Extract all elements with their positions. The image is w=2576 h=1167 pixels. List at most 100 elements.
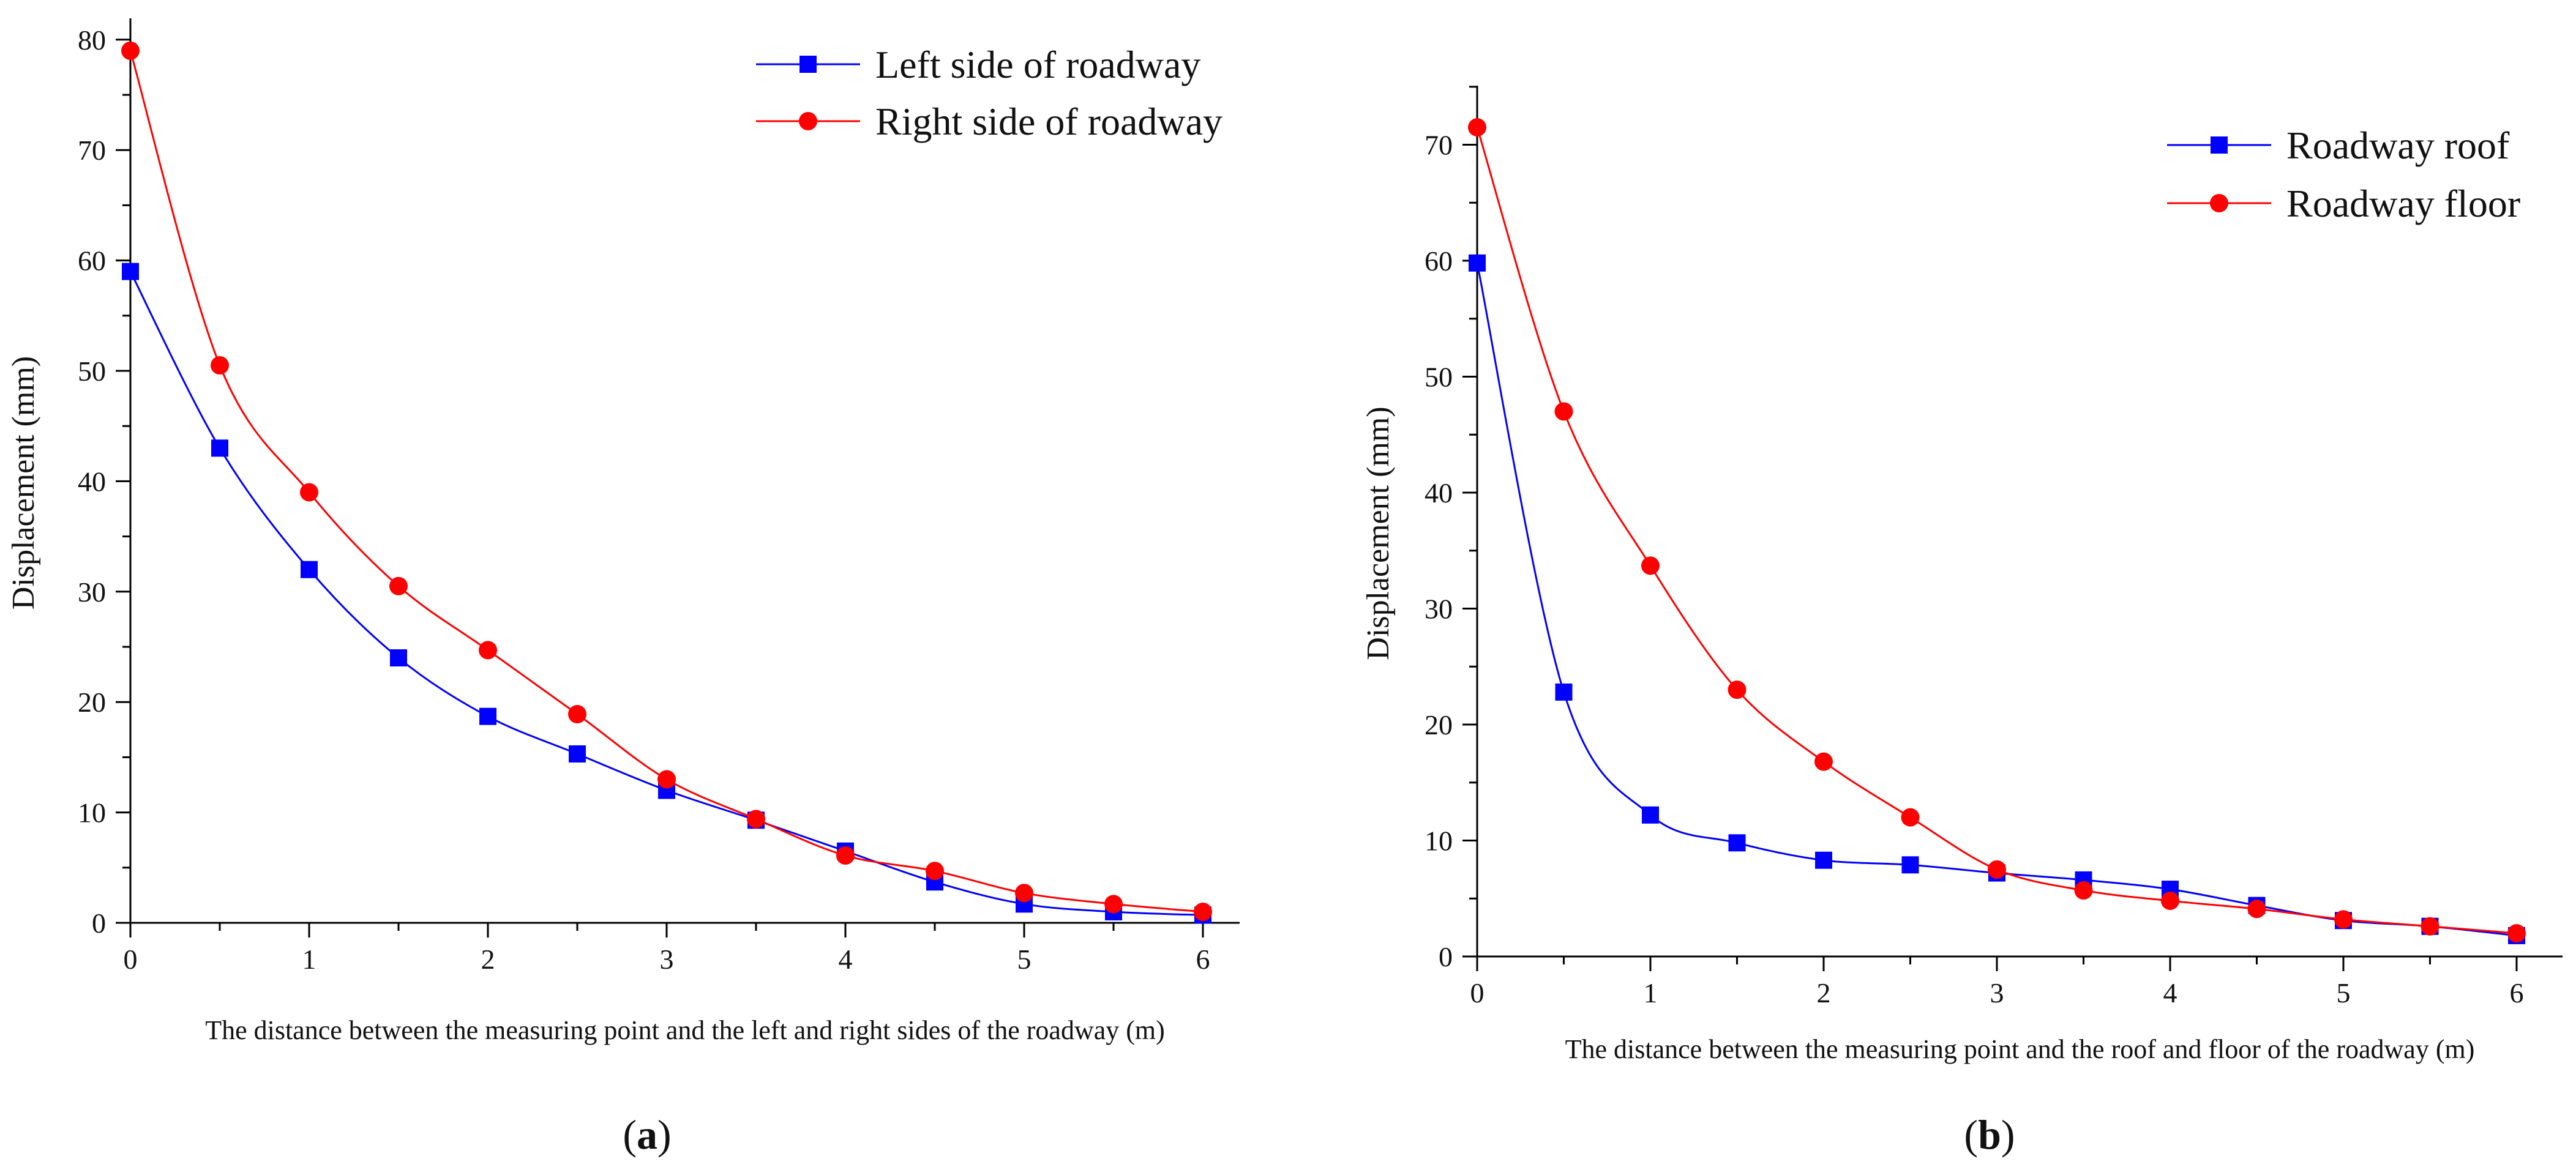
panel-caption: (a)	[623, 1111, 671, 1158]
data-point-square	[1469, 254, 1486, 272]
x-tick-label: 3	[660, 944, 674, 975]
series-0	[1469, 254, 2525, 944]
data-point-square	[390, 649, 407, 667]
data-point-circle	[1554, 402, 1573, 421]
series-line-1	[129, 50, 1204, 913]
data-point-square	[122, 263, 139, 280]
legend-label: Left side of roadway	[875, 43, 1200, 86]
y-tick-label: 10	[1425, 826, 1453, 857]
x-tick-label: 6	[1196, 944, 1210, 975]
y-tick-label: 30	[78, 576, 106, 608]
data-point-circle	[747, 810, 765, 829]
series-line-0	[129, 270, 1204, 916]
series-line-1	[1476, 127, 2517, 934]
y-tick-label: 50	[1425, 362, 1453, 393]
data-point-circle	[2334, 910, 2353, 929]
x-tick-label: 5	[2337, 977, 2351, 1009]
caption-open-paren: (	[1964, 1111, 1978, 1158]
x-tick-label: 5	[1017, 944, 1032, 975]
x-tick-label: 4	[2163, 977, 2177, 1009]
data-point-circle	[2161, 892, 2179, 911]
y-tick-label: 80	[78, 24, 106, 56]
data-point-square	[569, 745, 586, 762]
y-tick-label: 10	[78, 797, 106, 829]
data-point-circle	[1468, 118, 1486, 137]
y-tick-label: 0	[1439, 941, 1453, 972]
x-tick-label: 0	[1470, 977, 1485, 1009]
caption-close-paren: )	[2001, 1111, 2015, 1158]
data-point-square	[1728, 834, 1746, 852]
legend-label: Roadway roof	[2286, 124, 2510, 167]
data-point-circle	[836, 846, 855, 865]
data-point-circle	[2507, 924, 2526, 943]
data-point-circle	[479, 641, 497, 660]
legend-square-icon	[2211, 136, 2228, 154]
legend-circle-icon	[2210, 194, 2228, 212]
legend-square-icon	[799, 56, 817, 73]
y-tick-label: 40	[78, 466, 106, 497]
data-point-square	[211, 439, 228, 457]
data-point-circle	[389, 576, 408, 595]
panel-caption: (b)	[1964, 1111, 2015, 1158]
data-point-circle	[1901, 808, 1920, 827]
y-tick-label: 0	[92, 908, 106, 939]
x-tick-label: 3	[1990, 977, 2004, 1009]
data-point-circle	[1641, 556, 1660, 575]
data-point-circle	[2247, 900, 2266, 919]
y-tick-label: 70	[1425, 130, 1453, 161]
y-tick-label: 30	[1425, 594, 1453, 625]
data-point-circle	[1814, 752, 1833, 771]
data-point-circle	[657, 770, 676, 789]
x-tick-label: 4	[839, 944, 853, 975]
data-point-circle	[926, 862, 944, 881]
data-point-square	[1815, 851, 1832, 869]
series-0	[122, 263, 1211, 924]
data-point-square	[1555, 683, 1573, 701]
y-tick-label: 40	[1425, 477, 1453, 509]
x-tick-label: 6	[2510, 977, 2524, 1009]
data-point-circle	[1988, 860, 2006, 879]
y-tick-label: 20	[1425, 709, 1453, 740]
caption-close-paren: )	[657, 1111, 672, 1158]
y-tick-label: 60	[1425, 245, 1453, 277]
series-1	[121, 41, 1212, 921]
data-point-circle	[121, 41, 140, 60]
caption-letter: b	[1978, 1111, 2001, 1158]
x-tick-label: 2	[1817, 977, 1831, 1009]
data-point-square	[301, 561, 318, 578]
data-point-circle	[2074, 881, 2093, 900]
y-axis-title: Displacement (mm)	[1361, 406, 1396, 660]
x-tick-label: 1	[302, 944, 316, 975]
data-point-square	[479, 707, 496, 725]
x-axis-title: The distance between the measuring point…	[205, 1015, 1165, 1045]
data-point-circle	[2421, 917, 2439, 936]
y-axis-title: Displacement (mm)	[6, 356, 41, 610]
series-1	[1468, 118, 2526, 943]
y-tick-label: 60	[78, 245, 106, 277]
data-point-circle	[568, 705, 586, 724]
x-axis-title: The distance between the measuring point…	[1565, 1034, 2475, 1064]
data-point-square	[1901, 856, 1919, 874]
legend-label: Roadway floor	[2286, 182, 2520, 225]
x-tick-label: 0	[124, 944, 138, 975]
data-point-circle	[1104, 895, 1123, 914]
legend-label: Right side of roadway	[875, 100, 1222, 143]
y-tick-label: 50	[78, 356, 106, 387]
caption-letter: a	[637, 1111, 657, 1158]
x-tick-label: 2	[481, 944, 495, 975]
legend-circle-icon	[799, 112, 817, 130]
data-point-circle	[1194, 902, 1212, 921]
x-tick-label: 1	[1644, 977, 1658, 1009]
data-point-circle	[1728, 680, 1747, 699]
data-point-circle	[300, 483, 318, 502]
caption-open-paren: (	[623, 1111, 637, 1158]
data-point-square	[1642, 806, 1659, 824]
data-point-circle	[211, 356, 229, 375]
data-point-circle	[1015, 884, 1033, 903]
series-line-0	[1476, 263, 2517, 937]
y-tick-label: 20	[78, 687, 106, 718]
y-tick-label: 70	[78, 135, 106, 166]
